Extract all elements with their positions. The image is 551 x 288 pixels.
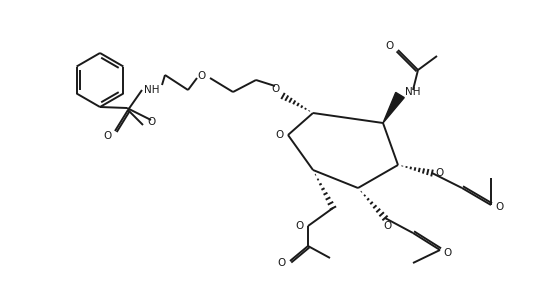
Text: O: O xyxy=(271,84,279,94)
Text: O: O xyxy=(444,248,452,258)
Text: O: O xyxy=(147,117,155,127)
Text: O: O xyxy=(296,221,304,231)
Text: O: O xyxy=(385,41,393,51)
Text: NH: NH xyxy=(144,85,160,95)
Text: O: O xyxy=(198,71,206,81)
Text: O: O xyxy=(383,221,391,231)
Text: O: O xyxy=(436,168,444,178)
Text: O: O xyxy=(104,131,112,141)
Text: O: O xyxy=(496,202,504,212)
Text: O: O xyxy=(278,258,286,268)
Text: O: O xyxy=(275,130,283,140)
Text: NH: NH xyxy=(405,87,421,97)
Polygon shape xyxy=(383,92,404,123)
